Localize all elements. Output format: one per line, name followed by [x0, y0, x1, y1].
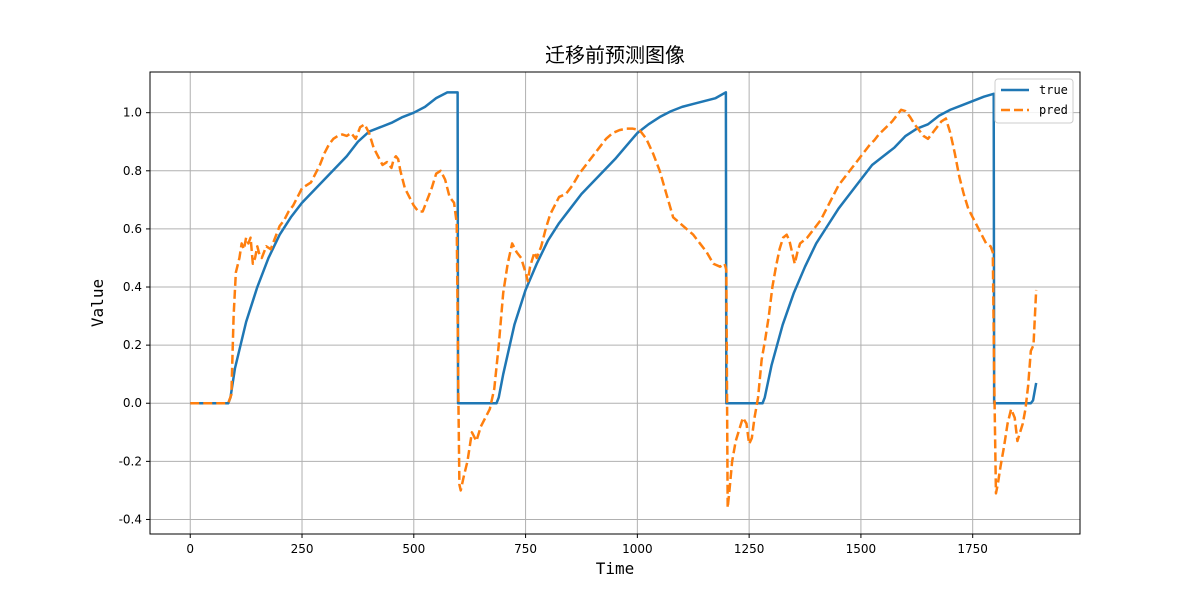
y-tick-label: -0.2	[119, 454, 142, 468]
y-tick-label: 1.0	[123, 106, 142, 120]
x-tick-label: 1250	[734, 542, 765, 556]
series-layer	[190, 91, 1038, 510]
series-line-true	[190, 91, 1038, 405]
y-axis-label: Value	[88, 279, 107, 327]
x-axis-label: Time	[596, 559, 635, 578]
x-axis: 0 250 500 750 1000 1250 1500 1750	[186, 534, 988, 556]
x-tick-label: 1500	[846, 542, 877, 556]
y-axis: -0.4 -0.2 0.0 0.2 0.4 0.6 0.8 1.0	[119, 106, 150, 526]
legend: true pred	[994, 78, 1074, 124]
series-line-pred	[190, 108, 1038, 510]
chart-title: 迁移前预测图像	[545, 43, 685, 67]
y-tick-label: 0.0	[123, 396, 142, 410]
legend-label-pred: pred	[1039, 103, 1068, 117]
x-tick-label: 500	[402, 542, 425, 556]
x-tick-label: 250	[291, 542, 314, 556]
x-tick-label: 1750	[957, 542, 988, 556]
y-tick-label: -0.4	[119, 512, 142, 526]
y-tick-label: 0.2	[123, 338, 142, 352]
y-tick-label: 0.4	[123, 280, 142, 294]
x-tick-label: 1000	[622, 542, 653, 556]
grid	[150, 72, 1080, 534]
legend-label-true: true	[1039, 83, 1068, 97]
plot-frame	[149, 71, 1081, 535]
x-tick-label: 0	[186, 542, 194, 556]
y-tick-label: 0.8	[123, 164, 142, 178]
y-tick-label: 0.6	[123, 222, 142, 236]
x-tick-label: 750	[514, 542, 537, 556]
